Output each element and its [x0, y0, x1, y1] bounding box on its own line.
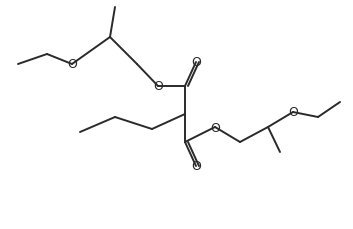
Text: O: O — [288, 106, 298, 119]
Text: O: O — [210, 121, 220, 134]
Text: O: O — [191, 160, 201, 173]
Text: O: O — [67, 58, 77, 71]
Text: O: O — [153, 80, 163, 93]
Text: O: O — [191, 56, 201, 69]
